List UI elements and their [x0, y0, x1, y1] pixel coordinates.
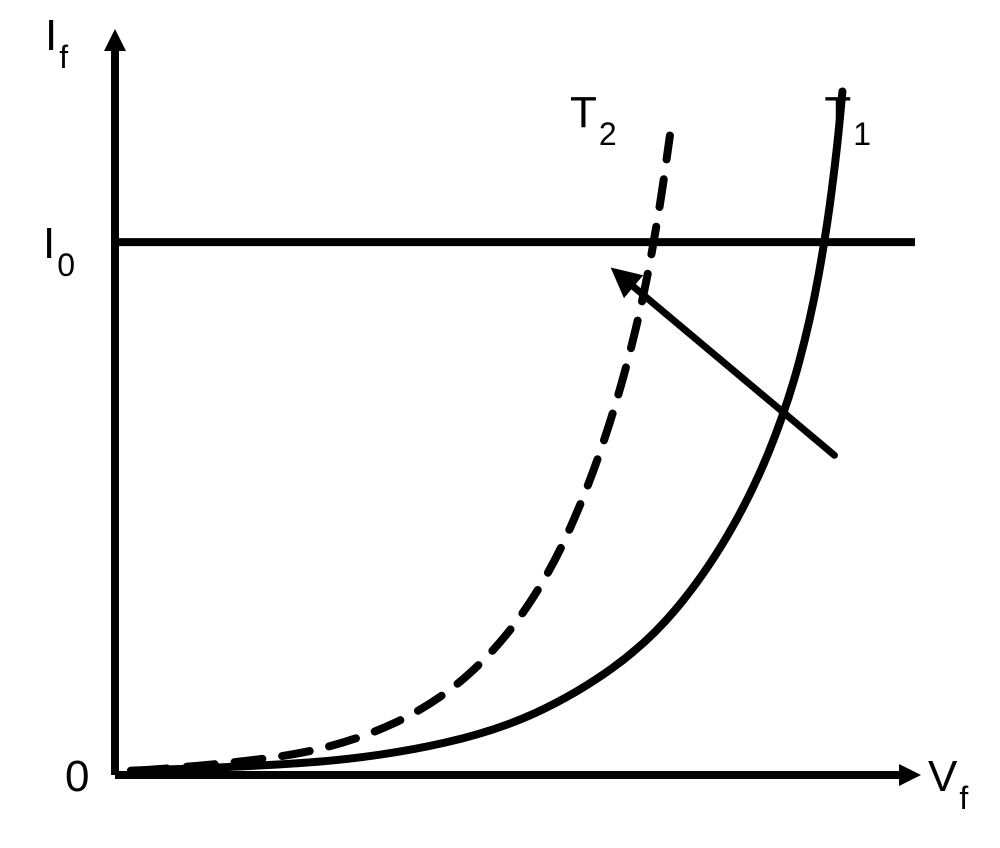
curve-t1-label: T1 [824, 88, 871, 152]
y-tick-i0-label: I0 [43, 219, 75, 283]
x-axis-label: Vf [928, 752, 968, 816]
chart-svg: If Vf 0 I0 T1 T2 [0, 0, 1000, 848]
iv-curve-chart: If Vf 0 I0 T1 T2 [0, 0, 1000, 848]
y-axis-label: If [45, 11, 68, 75]
curve-t2-label: T2 [570, 88, 617, 152]
curve-t1 [131, 91, 843, 770]
curve-t2 [139, 136, 670, 771]
origin-label: 0 [65, 752, 89, 801]
